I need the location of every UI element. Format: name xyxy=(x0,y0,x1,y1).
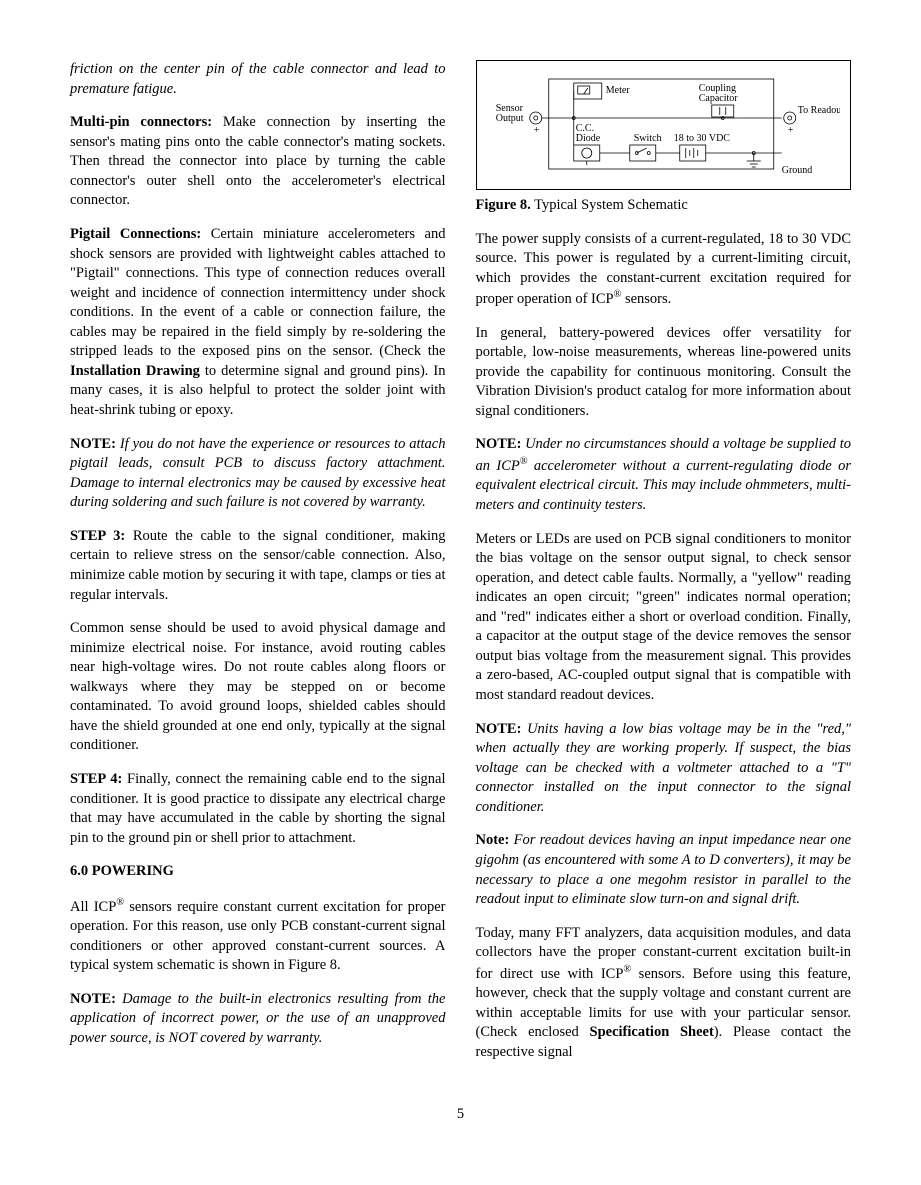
figure-8-schematic: Sensor Output + Meter Coupling Capacitor xyxy=(476,60,852,190)
sup-r: ® xyxy=(116,897,124,908)
label-spec-sheet: Specification Sheet xyxy=(590,1024,714,1040)
left-column: friction on the center pin of the cable … xyxy=(70,60,446,1076)
text: accelerometer without a current-regulati… xyxy=(476,458,852,513)
text: Damage to the built-in electronics resul… xyxy=(70,991,446,1046)
text: Route the cable to the signal conditione… xyxy=(70,528,446,603)
para-step4: STEP 4: Finally, connect the remaining c… xyxy=(70,770,446,848)
lbl-plus2: + xyxy=(787,125,793,136)
label-pigtail: Pigtail Connections: xyxy=(70,226,201,242)
text: sensors require constant current excitat… xyxy=(70,899,446,974)
text: sensors. xyxy=(621,291,671,307)
label-step4: STEP 4: xyxy=(70,771,122,787)
para-step3: STEP 3: Route the cable to the signal co… xyxy=(70,527,446,605)
label-note: NOTE: xyxy=(70,991,116,1007)
label-note: NOTE: xyxy=(70,436,116,452)
sup-r: ® xyxy=(623,964,631,975)
para-note-pigtail: NOTE: If you do not have the experience … xyxy=(70,435,446,513)
text: Certain miniature accelerometers and sho… xyxy=(70,226,446,359)
para-note-voltage: NOTE: Under no circumstances should a vo… xyxy=(476,435,852,515)
schematic-svg: Sensor Output + Meter Coupling Capacitor xyxy=(487,73,841,181)
lbl-switch: Switch xyxy=(633,133,661,144)
para-multipin: Multi-pin connectors: Make connection by… xyxy=(70,113,446,211)
para-power-supply: The power supply consists of a current-r… xyxy=(476,230,852,310)
para-note-bias: NOTE: Units having a low bias voltage ma… xyxy=(476,720,852,818)
label-install-drawing: Installation Drawing xyxy=(70,363,200,379)
label-step3: STEP 3: xyxy=(70,528,125,544)
figure-8-caption: Figure 8. Typical System Schematic xyxy=(476,196,852,216)
heading-powering: 6.0 POWERING xyxy=(70,862,446,882)
text: Finally, connect the remaining cable end… xyxy=(70,771,446,846)
label-figure8: Figure 8. xyxy=(476,197,531,213)
label-note: Note: xyxy=(476,832,510,848)
para-pigtail: Pigtail Connections: Certain miniature a… xyxy=(70,225,446,421)
text: All ICP xyxy=(70,899,116,915)
lbl-toreadout1: To Readout xyxy=(797,105,840,116)
para-meters-leds: Meters or LEDs are used on PCB signal co… xyxy=(476,530,852,706)
lbl-diode: Diode xyxy=(575,133,600,144)
lbl-vdc: 18 to 30 VDC xyxy=(673,133,730,144)
para-note-damage: NOTE: Damage to the built-in electronics… xyxy=(70,990,446,1049)
para-fft-analyzers: Today, many FFT analyzers, data acquisit… xyxy=(476,924,852,1063)
lbl-plus: + xyxy=(533,125,539,136)
page-number: 5 xyxy=(70,1106,851,1123)
label-multipin: Multi-pin connectors: xyxy=(70,114,212,130)
text: Typical System Schematic xyxy=(531,197,688,213)
text: Units having a low bias voltage may be i… xyxy=(476,721,852,815)
lbl-ground: Ground xyxy=(781,165,812,176)
lbl-output: Output xyxy=(495,113,523,124)
para-note-impedance: Note: For readout devices having an inpu… xyxy=(476,831,852,909)
lbl-capacitor: Capacitor xyxy=(698,93,738,104)
text: For readout devices having an input impe… xyxy=(476,832,852,907)
lbl-meter: Meter xyxy=(605,85,630,96)
para-battery-powered: In general, battery-powered devices offe… xyxy=(476,324,852,422)
text: If you do not have the experience or res… xyxy=(70,436,446,511)
label-note: NOTE: xyxy=(476,721,522,737)
para-friction: friction on the center pin of the cable … xyxy=(70,60,446,99)
label-note: NOTE: xyxy=(476,436,522,452)
right-column: Sensor Output + Meter Coupling Capacitor xyxy=(476,60,852,1076)
para-commonsense: Common sense should be used to avoid phy… xyxy=(70,619,446,756)
para-icp-sensors: All ICP® sensors require constant curren… xyxy=(70,896,446,976)
